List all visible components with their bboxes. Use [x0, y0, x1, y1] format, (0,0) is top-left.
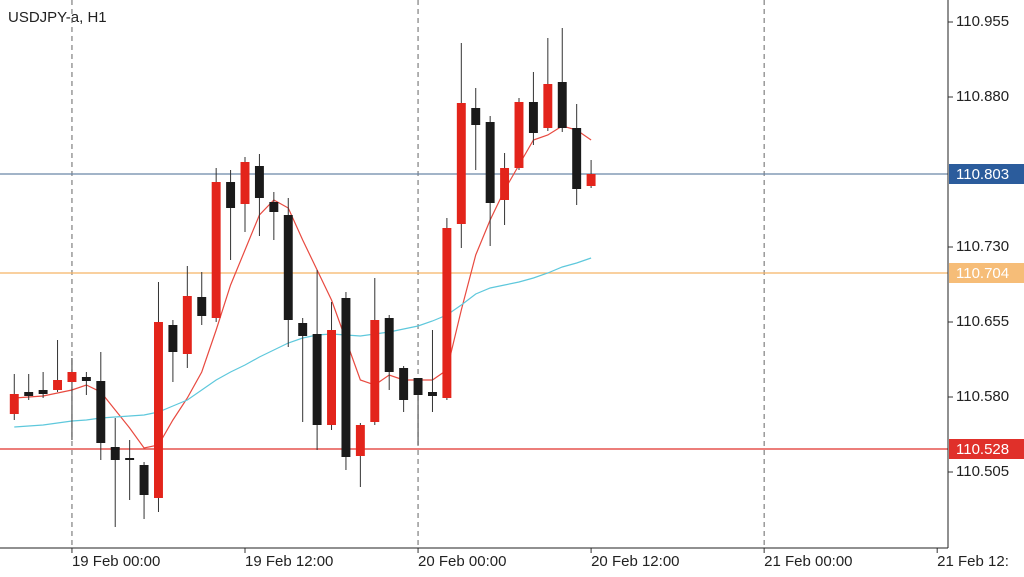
- candle-body: [557, 82, 567, 128]
- candle-body: [226, 182, 236, 208]
- price-level-label: 110.803: [956, 166, 1009, 183]
- y-tick-label: 110.505: [956, 463, 1009, 480]
- candle-body: [413, 378, 423, 395]
- candle-body: [485, 122, 495, 203]
- price-level-box: [949, 439, 1024, 459]
- candle-body: [182, 296, 192, 354]
- candle-body: [384, 318, 394, 372]
- candle-body: [500, 168, 510, 200]
- candle-body: [154, 322, 163, 498]
- x-tick-label: 20 Feb 12:00: [591, 553, 679, 570]
- candle-body: [197, 297, 207, 316]
- candle-body: [370, 320, 380, 422]
- price-level-label: 110.528: [956, 441, 1009, 458]
- candle-body: [543, 84, 553, 128]
- candle-body: [514, 102, 524, 168]
- candle-body: [471, 108, 481, 125]
- candle-body: [442, 228, 452, 398]
- x-tick-label: 21 Feb 00:00: [764, 553, 852, 570]
- candle-body: [254, 166, 264, 198]
- candle-body: [269, 202, 279, 212]
- x-tick-label: 19 Feb 00:00: [72, 553, 160, 570]
- y-tick-label: 110.880: [956, 88, 1009, 105]
- candle-body: [240, 162, 250, 204]
- chart-title: USDJPY-a, H1: [8, 9, 107, 26]
- x-tick-label: 20 Feb 00:00: [418, 553, 506, 570]
- moving-average: [14, 125, 592, 449]
- candle-body: [427, 392, 437, 396]
- candle-body: [298, 323, 308, 336]
- y-tick-label: 110.730: [956, 238, 1009, 255]
- x-tick-label: 21 Feb 12:: [937, 553, 1009, 570]
- candle-body: [586, 174, 596, 186]
- price-level-box: [949, 263, 1024, 283]
- candle-body: [81, 377, 91, 381]
- candle-body: [139, 465, 149, 495]
- x-tick-label: 19 Feb 12:00: [245, 553, 333, 570]
- candle-body: [110, 447, 120, 460]
- y-tick-label: 110.655: [956, 313, 1009, 330]
- candle-body: [125, 458, 135, 460]
- y-tick-label: 110.580: [956, 388, 1009, 405]
- candle-body: [53, 380, 63, 390]
- price-level-box: [949, 164, 1024, 184]
- candle-body: [24, 392, 34, 396]
- candle-body: [572, 128, 582, 189]
- candle-body: [67, 372, 77, 382]
- candle-body: [341, 298, 351, 457]
- candle-body: [38, 390, 48, 394]
- candle-body: [528, 102, 538, 133]
- candle-body: [96, 381, 106, 443]
- candle-body: [327, 330, 336, 425]
- candle-body: [355, 425, 365, 456]
- price-level-label: 110.704: [956, 265, 1009, 282]
- candle-body: [456, 103, 466, 224]
- candle-body: [399, 368, 409, 400]
- candle-body: [283, 215, 293, 320]
- y-tick-label: 110.955: [956, 13, 1009, 30]
- candle-body: [168, 325, 178, 352]
- candle-body: [312, 334, 322, 425]
- candle-body: [211, 182, 221, 318]
- candle-body: [9, 394, 19, 414]
